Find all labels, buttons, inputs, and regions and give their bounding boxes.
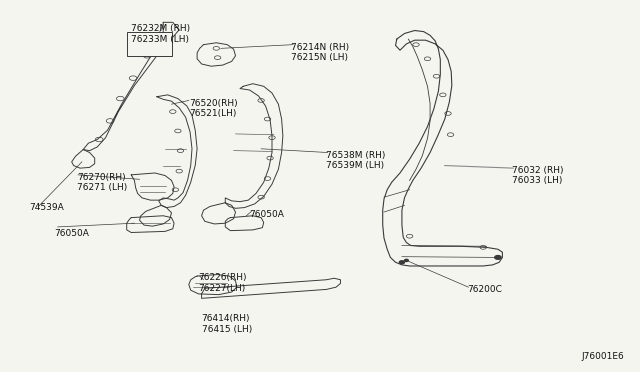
Text: 76538M (RH)
76539M (LH): 76538M (RH) 76539M (LH) — [326, 151, 386, 170]
Text: 76520(RH)
76521(LH): 76520(RH) 76521(LH) — [189, 99, 237, 118]
Text: 76050A: 76050A — [250, 210, 284, 219]
Text: 76226(RH)
76227(LH): 76226(RH) 76227(LH) — [198, 273, 247, 293]
Text: 76050A: 76050A — [54, 229, 89, 238]
Text: 76414(RH)
76415 (LH): 76414(RH) 76415 (LH) — [202, 314, 252, 334]
Circle shape — [399, 261, 404, 264]
Text: 76270(RH)
76271 (LH): 76270(RH) 76271 (LH) — [77, 173, 127, 192]
Text: 74539A: 74539A — [29, 203, 63, 212]
Circle shape — [495, 256, 501, 259]
Circle shape — [404, 259, 408, 262]
Text: 76214N (RH)
76215N (LH): 76214N (RH) 76215N (LH) — [291, 43, 349, 62]
Text: 76200C: 76200C — [467, 285, 502, 294]
Text: 76232M (RH)
76233M (LH): 76232M (RH) 76233M (LH) — [131, 24, 190, 44]
Text: 76032 (RH)
76033 (LH): 76032 (RH) 76033 (LH) — [512, 166, 563, 185]
Text: J76001E6: J76001E6 — [581, 352, 624, 360]
Bar — [127, 32, 172, 56]
